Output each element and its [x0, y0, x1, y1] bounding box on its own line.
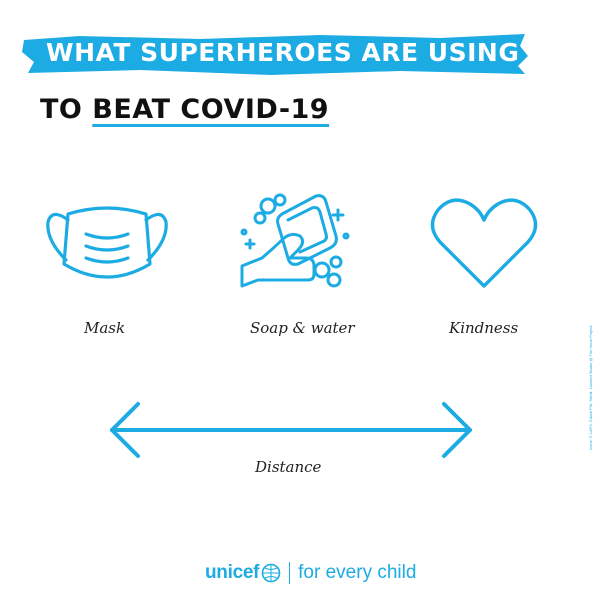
heart-icon	[430, 198, 538, 288]
double-arrow-icon	[110, 402, 472, 458]
label-mask: Mask	[84, 319, 126, 337]
brand-footer: unicef for every child	[205, 562, 416, 584]
unicef-globe-icon	[261, 563, 281, 583]
soap-hands-icon	[240, 193, 350, 288]
title-line-2-prefix: TO	[40, 94, 83, 125]
title-line-1: WHAT SUPERHEROES ARE USING	[46, 38, 520, 67]
title-line-2: TO BEAT COVID-19	[40, 94, 329, 125]
mask-icon	[46, 206, 168, 279]
brand-tagline: for every child	[298, 562, 417, 583]
title-brush-background	[20, 30, 530, 78]
label-kindness: Kindness	[449, 319, 519, 337]
title-line-2-highlight: BEAT COVID-19	[92, 94, 330, 125]
brand-separator	[289, 562, 291, 584]
unicef-wordmark: unicef	[205, 562, 260, 583]
label-distance: Distance	[255, 458, 322, 476]
icon-credit: Icons: © LAFS, Edwin PM, Shmit, Linseed …	[588, 325, 593, 450]
label-soap-water: Soap & water	[250, 319, 355, 337]
